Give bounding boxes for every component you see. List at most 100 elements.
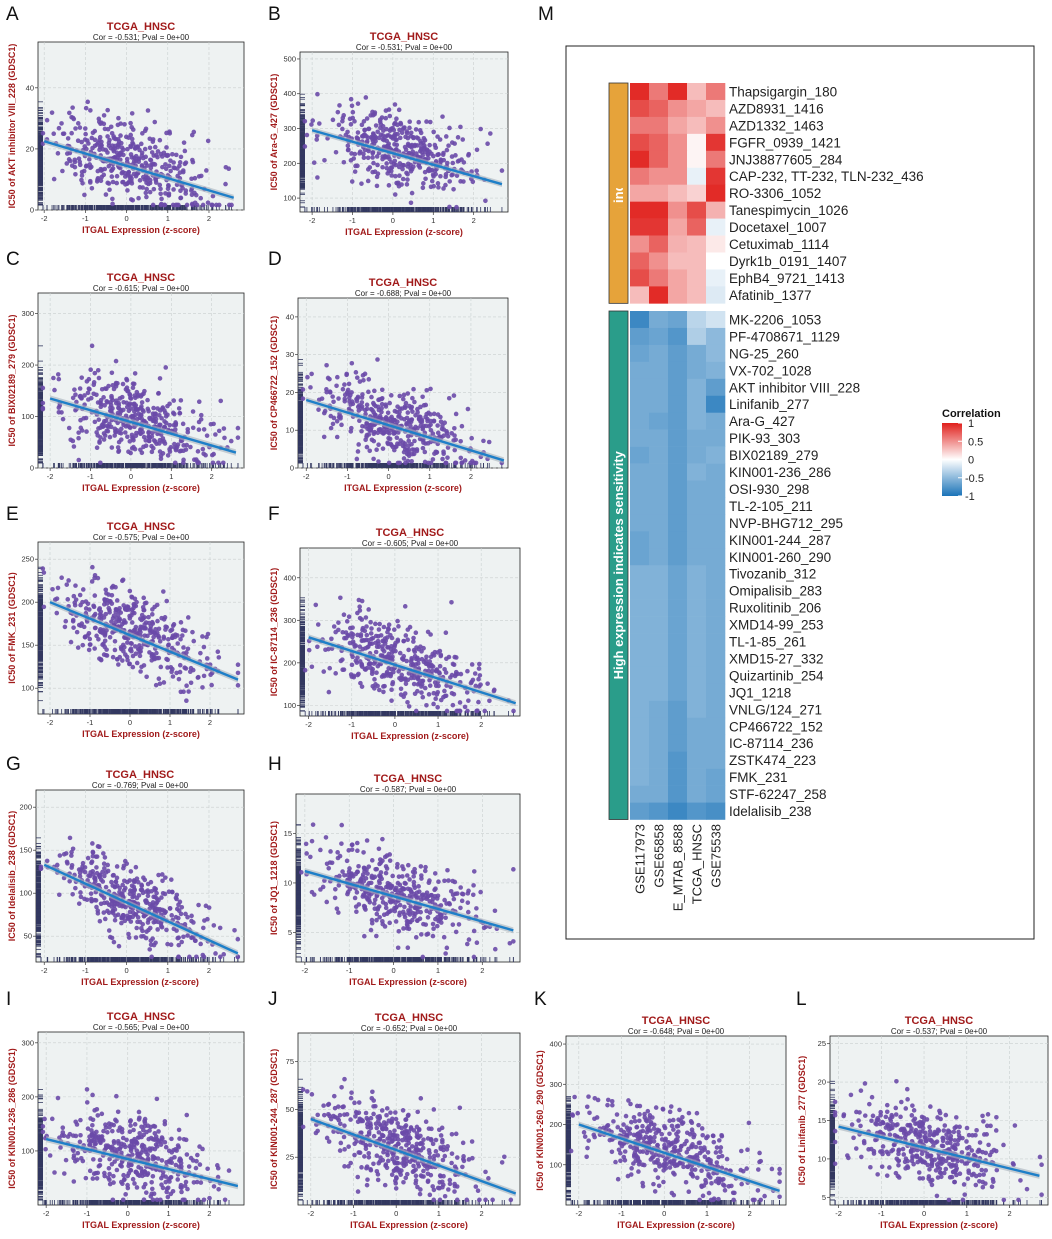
data-point (436, 181, 441, 186)
data-point (60, 169, 65, 174)
data-point (115, 151, 120, 156)
data-point (45, 118, 50, 123)
data-point (315, 175, 320, 180)
data-point (134, 431, 139, 436)
panel-title: TCGA_HNSC (107, 272, 176, 284)
data-point (158, 138, 163, 143)
data-point (158, 183, 163, 188)
data-point (57, 377, 62, 382)
data-point (76, 458, 81, 463)
data-point (367, 448, 372, 453)
plot-area (38, 293, 244, 468)
data-point (189, 176, 194, 181)
data-point (88, 108, 93, 113)
data-point (125, 147, 130, 152)
data-point (146, 108, 151, 113)
data-point (78, 386, 83, 391)
data-point (392, 128, 397, 133)
data-point (93, 143, 98, 148)
data-point (179, 398, 184, 403)
data-point (365, 403, 370, 408)
data-point (485, 141, 490, 146)
data-point (400, 130, 405, 135)
data-point (375, 163, 380, 168)
data-point (121, 382, 126, 387)
data-point (79, 396, 84, 401)
data-point (96, 417, 101, 422)
data-point (168, 158, 173, 163)
data-point (117, 448, 122, 453)
data-point (362, 132, 367, 137)
data-point (488, 131, 493, 136)
data-point (68, 159, 73, 164)
plot-area (38, 42, 244, 210)
data-point (394, 116, 399, 121)
data-point (393, 102, 398, 107)
data-point (131, 142, 136, 147)
data-point (97, 138, 102, 143)
x-tick-label: 0 (129, 472, 133, 481)
data-point (420, 394, 425, 399)
data-point (216, 460, 221, 465)
data-point (171, 411, 176, 416)
data-point (83, 137, 88, 142)
data-point (227, 203, 232, 208)
data-point (411, 387, 416, 392)
data-point (167, 401, 172, 406)
data-point (135, 407, 140, 412)
data-point (51, 131, 56, 136)
data-point (84, 106, 89, 111)
data-point (359, 429, 364, 434)
data-point (387, 401, 392, 406)
data-point (438, 137, 443, 142)
y-tick-label: 0 (30, 206, 34, 215)
data-point (451, 187, 456, 192)
panel-label: A (6, 4, 19, 25)
data-point (398, 121, 403, 126)
data-point (158, 376, 163, 381)
data-point (121, 400, 126, 405)
data-point (214, 203, 219, 208)
data-point (76, 430, 81, 435)
data-point (101, 147, 106, 152)
data-point (350, 103, 355, 108)
data-point (386, 410, 391, 415)
data-point (370, 155, 375, 160)
data-point (211, 422, 216, 427)
x-tick-label: -2 (41, 214, 48, 223)
data-point (97, 440, 102, 445)
x-axis-label: ITGAL Expression (z-score) (82, 225, 200, 235)
data-point (336, 110, 341, 115)
data-point (317, 121, 322, 126)
data-point (447, 205, 452, 210)
data-point (98, 405, 103, 410)
data-point (375, 357, 380, 362)
data-point (41, 406, 46, 411)
data-point (466, 407, 471, 412)
data-point (222, 426, 227, 431)
data-point (59, 410, 64, 415)
data-point (440, 114, 445, 119)
data-point (371, 132, 376, 137)
data-point (107, 138, 112, 143)
data-point (99, 175, 104, 180)
data-point (331, 118, 336, 123)
data-point (403, 461, 408, 466)
data-point (370, 151, 375, 156)
data-point (122, 122, 127, 127)
data-point (364, 95, 369, 100)
data-point (84, 429, 89, 434)
data-point (466, 153, 471, 158)
x-tick-label: 2 (210, 472, 214, 481)
data-point (86, 397, 91, 402)
data-point (185, 203, 190, 208)
data-point (449, 173, 454, 178)
data-point (181, 443, 186, 448)
data-point (153, 411, 158, 416)
data-point (183, 149, 188, 154)
data-point (356, 101, 361, 106)
data-point (95, 445, 100, 450)
